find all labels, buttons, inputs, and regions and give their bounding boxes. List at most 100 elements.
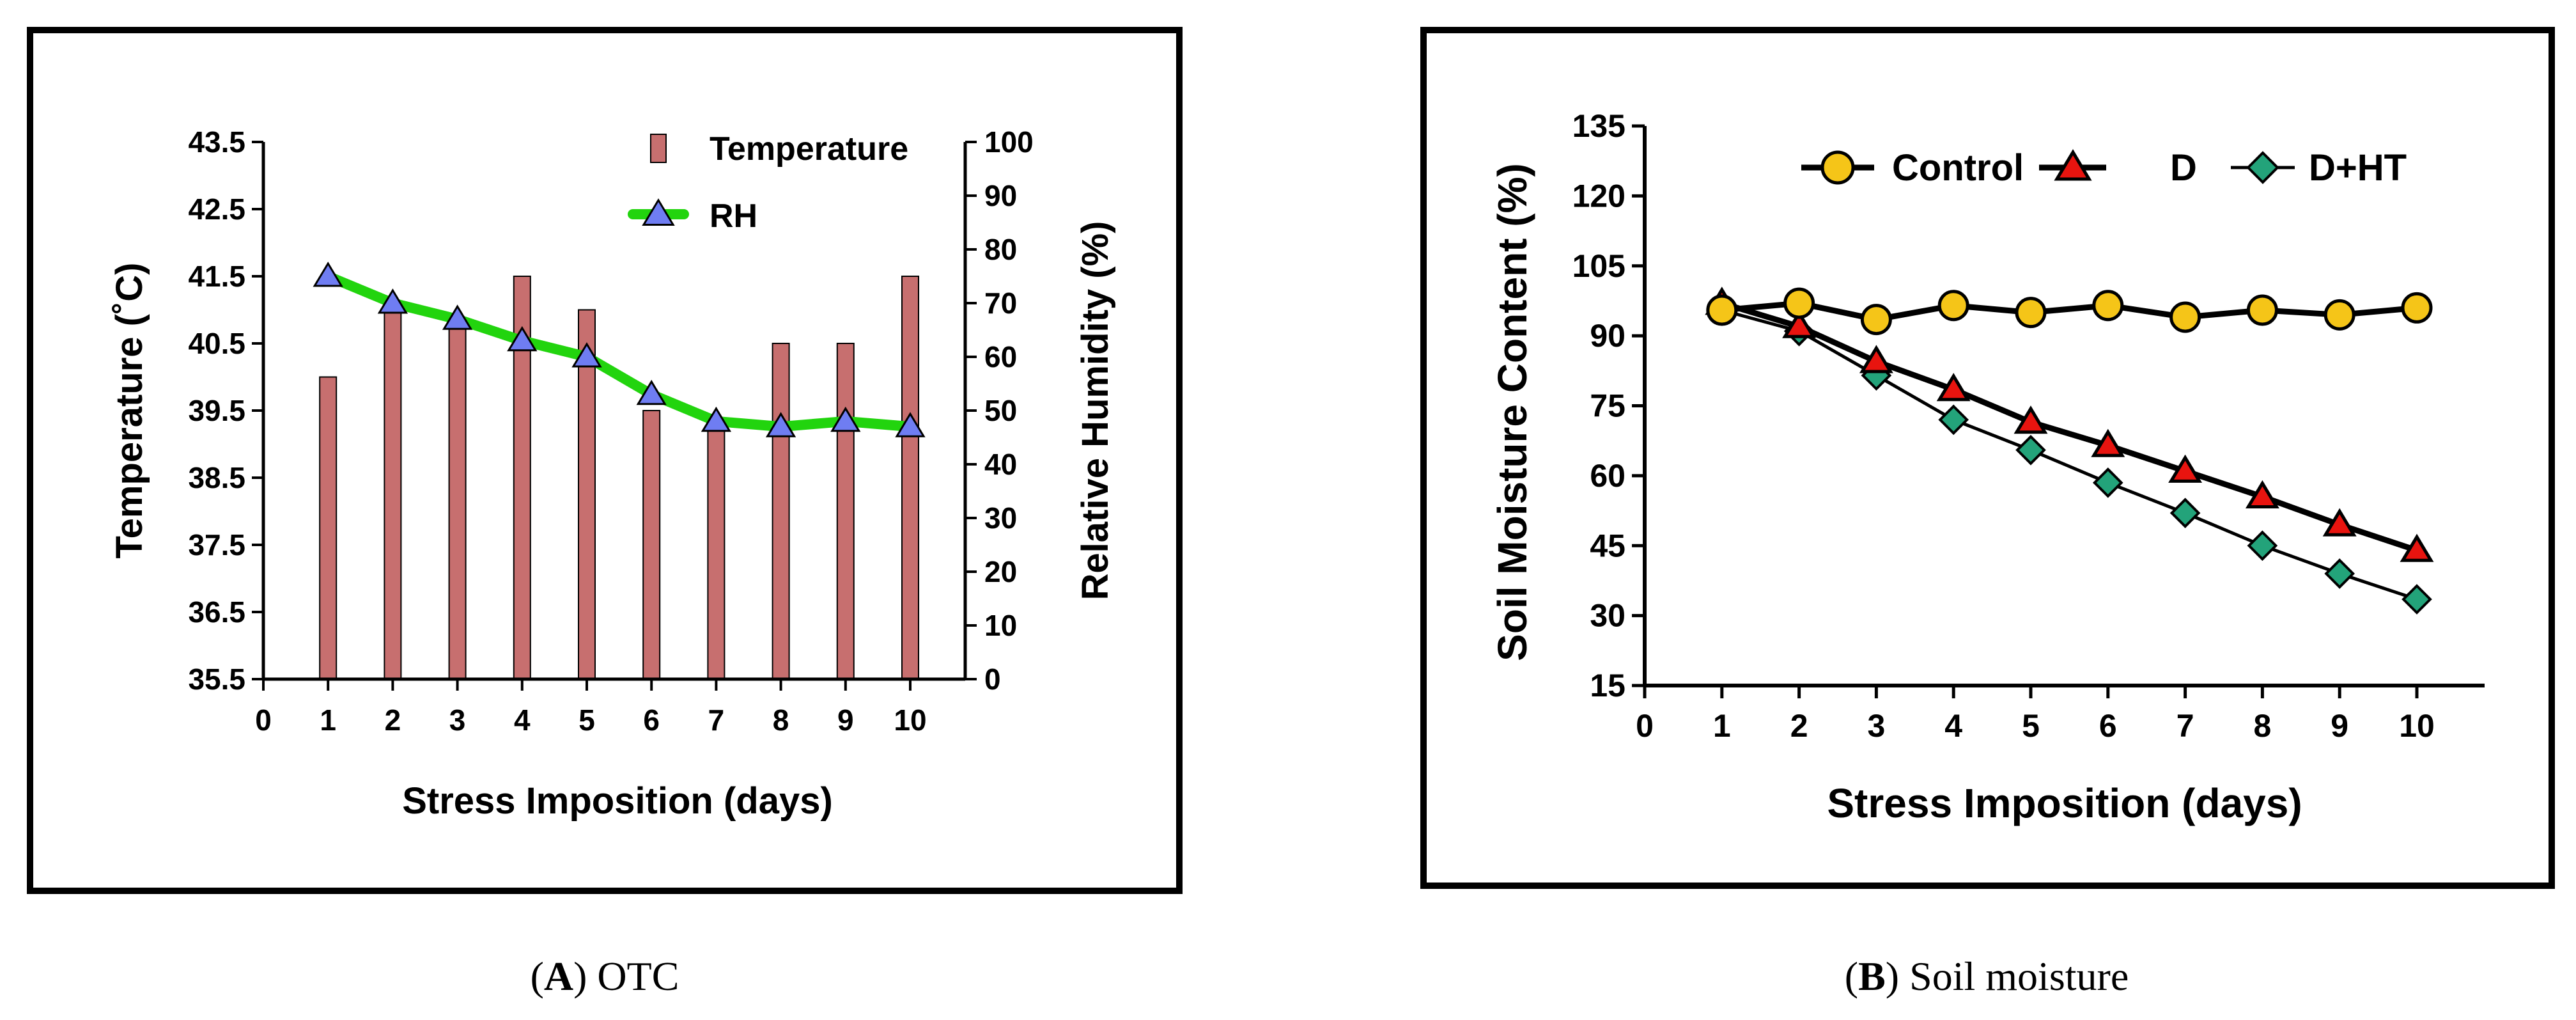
y-right-tick-label: 20	[984, 555, 1017, 588]
y-left-tick-label: 42.5	[188, 192, 245, 226]
temperature-bar	[578, 309, 596, 680]
legend-d-label: D	[2170, 147, 2197, 189]
control-marker	[2015, 297, 2047, 329]
x-tick-label: 3	[449, 703, 466, 737]
d-ht-marker	[2401, 584, 2432, 615]
rh-marker	[895, 412, 926, 437]
y-right-tick-label: 100	[984, 125, 1034, 159]
y-right-tick-label: 40	[984, 448, 1017, 481]
y-right-tick-label: 70	[984, 286, 1017, 320]
rh-marker	[313, 262, 343, 287]
legend-temperature-label: Temperature	[710, 130, 908, 168]
y-right-tick-label: 10	[984, 609, 1017, 642]
y-left-tick-label: 40.5	[188, 327, 245, 360]
y-tick-label: 135	[1572, 108, 1626, 144]
y-left-tick-label: 37.5	[188, 528, 245, 561]
x-tick-label: 6	[2099, 708, 2117, 744]
y-tick-label: 45	[1590, 528, 1626, 563]
y-left-tick-label: 41.5	[188, 260, 245, 293]
y-tick-label: 60	[1590, 458, 1626, 494]
x-tick-label: 2	[1790, 708, 1808, 744]
d-marker	[2400, 533, 2434, 562]
x-tick-label: 7	[708, 703, 725, 737]
x-tick-label: 4	[514, 703, 531, 737]
control-marker	[1937, 290, 1969, 322]
y-right-tick-label: 0	[984, 663, 1001, 696]
d-marker	[2245, 480, 2279, 508]
control-marker	[2324, 299, 2355, 331]
temperature-bar	[772, 343, 790, 680]
caption-b-letter: B	[1858, 953, 1886, 999]
x-tick-label: 2	[385, 703, 401, 737]
x-tick-label: 8	[2253, 708, 2271, 744]
y-tick-label: 105	[1572, 248, 1626, 284]
temperature-bar	[901, 276, 919, 680]
temperature-bar	[707, 423, 725, 680]
y-tick-label: 15	[1590, 668, 1626, 703]
caption-a: (A) OTC	[531, 953, 679, 999]
y-tick-label: 90	[1590, 318, 1626, 354]
legend-dht-swatch-marker	[2246, 151, 2279, 184]
x-tick-label: 5	[578, 703, 595, 737]
y-axis-title: Soil Moisture Content (%)	[1489, 163, 1535, 661]
x-tick-label: 1	[1713, 708, 1731, 744]
legend-control-label: Control	[1892, 147, 2024, 189]
y-right-axis-title: Relative Humidity (%)	[1075, 221, 1116, 600]
x-tick-label: 10	[2399, 708, 2435, 744]
y-tick-label: 30	[1590, 598, 1626, 634]
d-marker	[1859, 345, 1893, 373]
d-ht-marker	[2015, 434, 2046, 466]
d-ht-marker	[2324, 558, 2355, 589]
x-axis-title: Stress Imposition (days)	[1827, 780, 2302, 826]
control-line	[1721, 300, 2417, 323]
panel-a-frame	[27, 27, 1183, 894]
caption-b-text: Soil moisture	[1909, 953, 2129, 999]
rh-marker	[377, 288, 408, 314]
d-line	[1721, 300, 2418, 553]
y-tick-label: 120	[1572, 178, 1626, 214]
y-left-tick-label: 39.5	[188, 394, 245, 427]
control-marker	[1860, 304, 1892, 336]
d-ht-marker	[1938, 404, 1969, 435]
d-marker	[2013, 405, 2048, 434]
control-marker	[1706, 294, 1738, 326]
legend-rh-swatch-marker	[642, 198, 675, 226]
x-tick-label: 5	[2022, 708, 2040, 744]
legend-d-swatch-marker	[2054, 149, 2092, 181]
temperature-bar	[384, 309, 402, 680]
rh-marker	[701, 406, 732, 432]
d-ht-line	[1721, 308, 2417, 601]
panel-b-frame	[1420, 27, 2555, 889]
x-tick-label: 4	[1944, 708, 1962, 744]
control-marker	[1783, 287, 1815, 319]
d-marker	[2091, 428, 2125, 457]
d-ht-marker	[2169, 498, 2201, 529]
y-left-tick-label: 43.5	[188, 125, 245, 159]
control-marker	[2401, 292, 2433, 324]
x-tick-label: 8	[773, 703, 789, 737]
rh-marker	[571, 342, 602, 368]
x-tick-label: 10	[894, 703, 926, 737]
d-marker	[1782, 310, 1817, 338]
temperature-bar	[448, 322, 467, 680]
d-marker	[2168, 454, 2203, 483]
d-ht-marker	[2247, 530, 2278, 561]
rh-marker	[507, 326, 538, 352]
rh-marker	[830, 406, 861, 432]
d-ht-marker	[2092, 467, 2123, 498]
caption-b: (B) Soil moisture	[1845, 953, 2129, 999]
temperature-bar	[836, 343, 855, 680]
temperature-bar	[319, 376, 338, 680]
y-left-tick-label: 38.5	[188, 461, 245, 494]
x-tick-label: 0	[1636, 708, 1654, 744]
d-marker	[2322, 508, 2357, 537]
temperature-bar	[642, 410, 661, 680]
x-axis-title: Stress Imposition (days)	[402, 780, 833, 822]
y-right-tick-label: 50	[984, 394, 1017, 427]
y-right-tick-label: 60	[984, 340, 1017, 373]
x-tick-label: 1	[320, 703, 336, 737]
control-marker	[2169, 301, 2201, 333]
y-right-tick-label: 80	[984, 233, 1017, 266]
control-marker	[2246, 294, 2278, 326]
